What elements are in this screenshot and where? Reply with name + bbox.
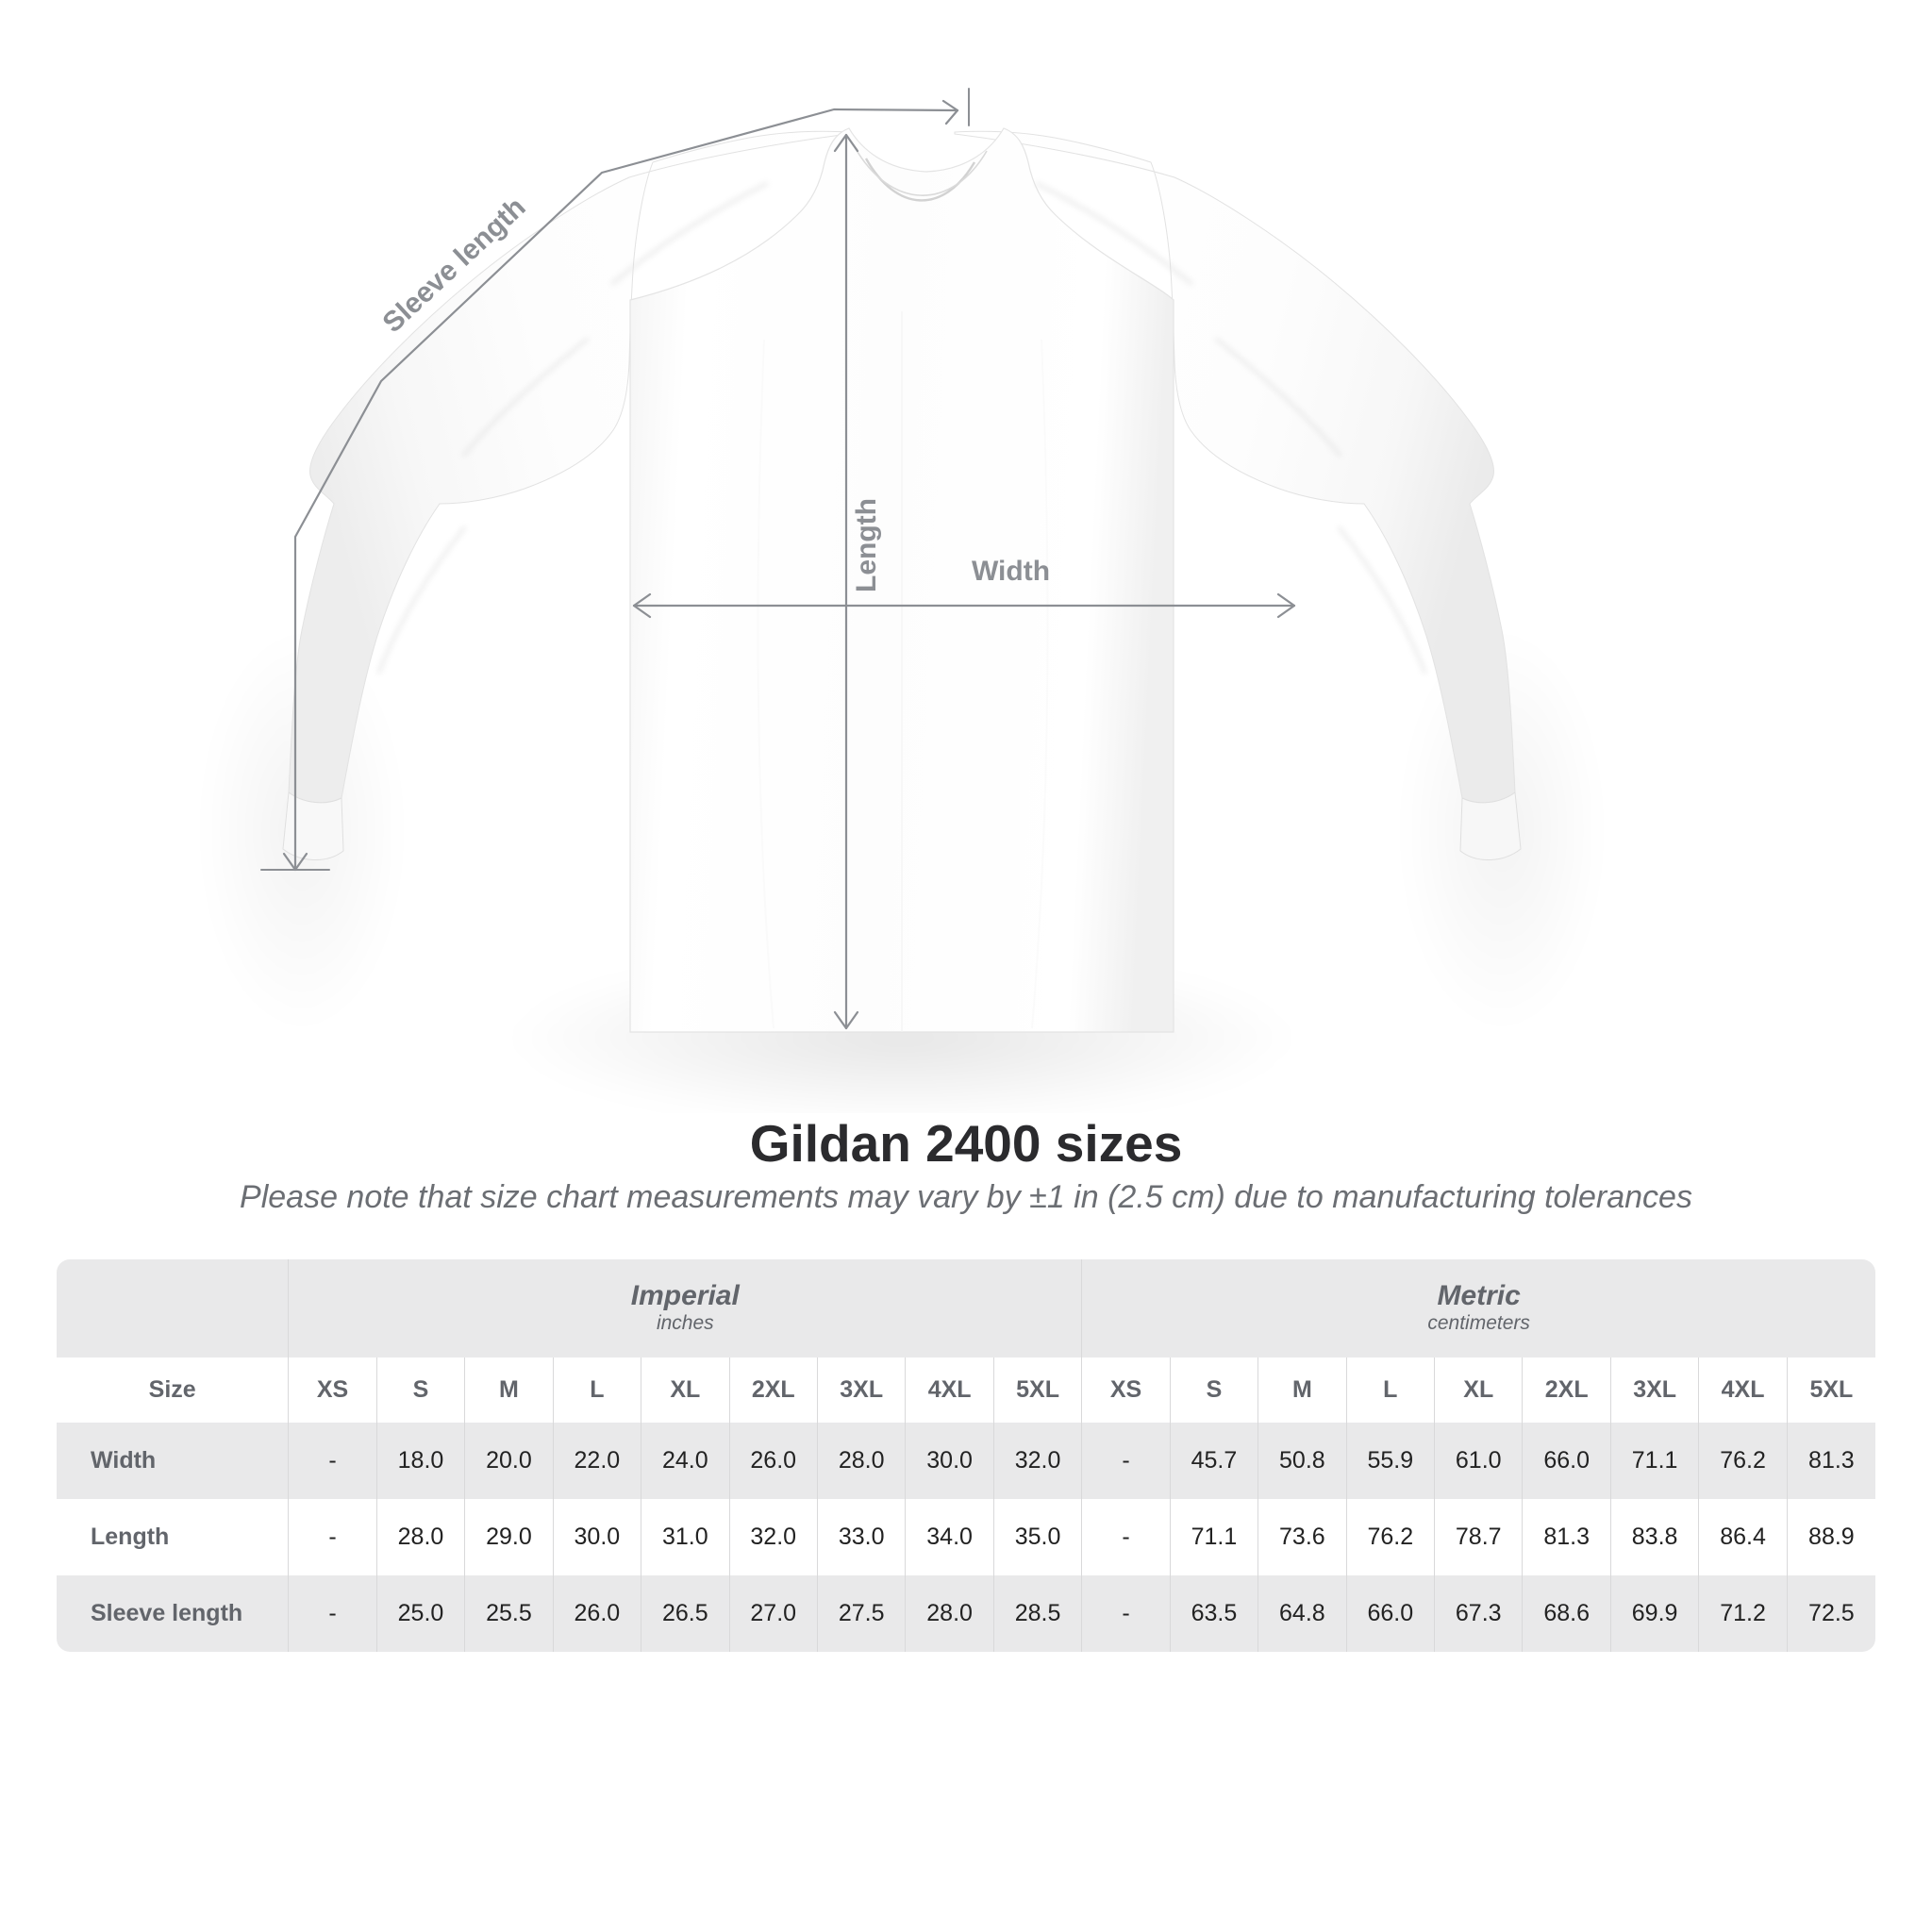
svg-text:Width: Width xyxy=(972,556,1050,587)
svg-text:Length: Length xyxy=(851,498,882,592)
